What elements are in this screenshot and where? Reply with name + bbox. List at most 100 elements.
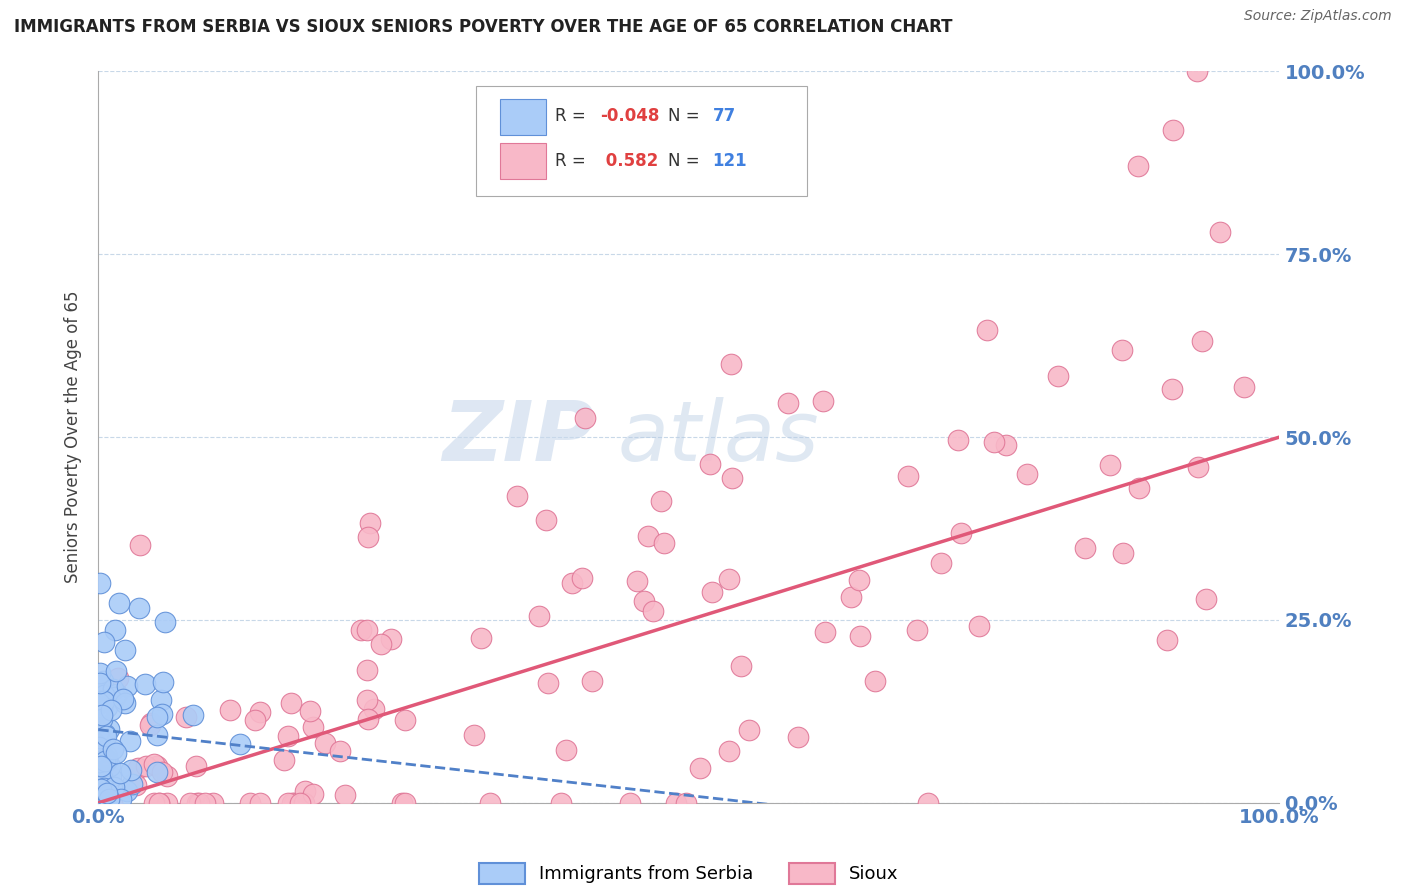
Point — [112, 691, 135, 706]
Text: Source: ZipAtlas.com: Source: ZipAtlas.com — [1244, 9, 1392, 23]
Point — [665, 796, 688, 810]
Point — [717, 744, 740, 758]
Point — [90, 786, 112, 800]
Point — [243, 713, 266, 727]
Point — [534, 513, 557, 527]
Point — [478, 796, 501, 810]
Point — [96, 699, 118, 714]
Point — [156, 769, 179, 783]
Point — [301, 788, 323, 802]
Point — [107, 671, 129, 685]
Point — [1112, 546, 1135, 560]
Point — [277, 796, 299, 810]
Point — [149, 693, 172, 707]
Point — [103, 780, 125, 794]
Point — [370, 637, 392, 651]
Point — [1156, 633, 1178, 648]
Point — [470, 631, 492, 645]
Point — [98, 722, 121, 736]
Text: N =: N = — [668, 107, 704, 125]
Text: 0.582: 0.582 — [600, 152, 658, 170]
Point — [90, 770, 112, 784]
Point — [717, 572, 740, 586]
Point — [87, 760, 110, 774]
Point — [104, 623, 127, 637]
Point — [689, 760, 711, 774]
Text: 77: 77 — [713, 107, 735, 125]
Point — [1185, 64, 1208, 78]
Point — [730, 659, 752, 673]
Point — [94, 755, 117, 769]
Point — [357, 531, 380, 545]
Point — [356, 663, 378, 677]
Point — [299, 704, 322, 718]
Point — [720, 357, 742, 371]
Point — [101, 682, 124, 697]
Point — [839, 590, 862, 604]
Point — [98, 759, 121, 773]
Point — [105, 746, 128, 760]
Point — [917, 796, 939, 810]
Point — [121, 777, 143, 791]
Point — [91, 708, 114, 723]
Point — [394, 796, 416, 810]
Point — [152, 764, 174, 779]
Point — [179, 796, 201, 810]
Point — [391, 796, 413, 810]
Point — [949, 526, 972, 541]
Point — [249, 705, 271, 719]
Point — [929, 556, 952, 570]
Point — [104, 690, 127, 705]
Point — [96, 748, 118, 763]
Point — [229, 737, 252, 751]
Point — [115, 784, 138, 798]
Point — [333, 788, 356, 802]
Point — [181, 708, 204, 723]
Point — [90, 702, 112, 716]
Point — [114, 643, 136, 657]
Point — [529, 609, 551, 624]
Point — [506, 489, 529, 503]
Point — [969, 618, 991, 632]
Y-axis label: Seniors Poverty Over the Age of 65: Seniors Poverty Over the Age of 65 — [65, 291, 83, 583]
Legend: Immigrants from Serbia, Sioux: Immigrants from Serbia, Sioux — [472, 855, 905, 891]
Point — [89, 699, 111, 714]
Point — [357, 712, 380, 726]
Point — [87, 712, 110, 726]
Point — [91, 674, 114, 689]
Text: -0.048: -0.048 — [600, 107, 659, 125]
Point — [93, 635, 115, 649]
Point — [294, 784, 316, 798]
Point — [150, 707, 173, 722]
Point — [156, 796, 179, 810]
Point — [94, 752, 117, 766]
Point — [1111, 343, 1133, 358]
Point — [574, 410, 596, 425]
Point — [145, 727, 167, 741]
Point — [363, 702, 385, 716]
Point — [89, 576, 111, 591]
Point — [637, 529, 659, 543]
Point — [93, 694, 115, 708]
Point — [90, 759, 112, 773]
Point — [849, 629, 872, 643]
Point — [897, 468, 920, 483]
Point — [120, 733, 142, 747]
Point — [87, 724, 110, 739]
Point — [89, 745, 111, 759]
Point — [110, 792, 132, 806]
Point — [146, 765, 169, 780]
Point — [281, 796, 304, 810]
Point — [1209, 225, 1232, 239]
Point — [1191, 334, 1213, 348]
Point — [108, 765, 131, 780]
Point — [105, 664, 128, 678]
Point — [139, 716, 162, 731]
Point — [101, 741, 124, 756]
Point — [359, 516, 381, 530]
Point — [983, 434, 1005, 449]
Point — [865, 673, 887, 688]
Point — [787, 730, 810, 744]
FancyBboxPatch shape — [501, 99, 546, 135]
Point — [537, 675, 560, 690]
